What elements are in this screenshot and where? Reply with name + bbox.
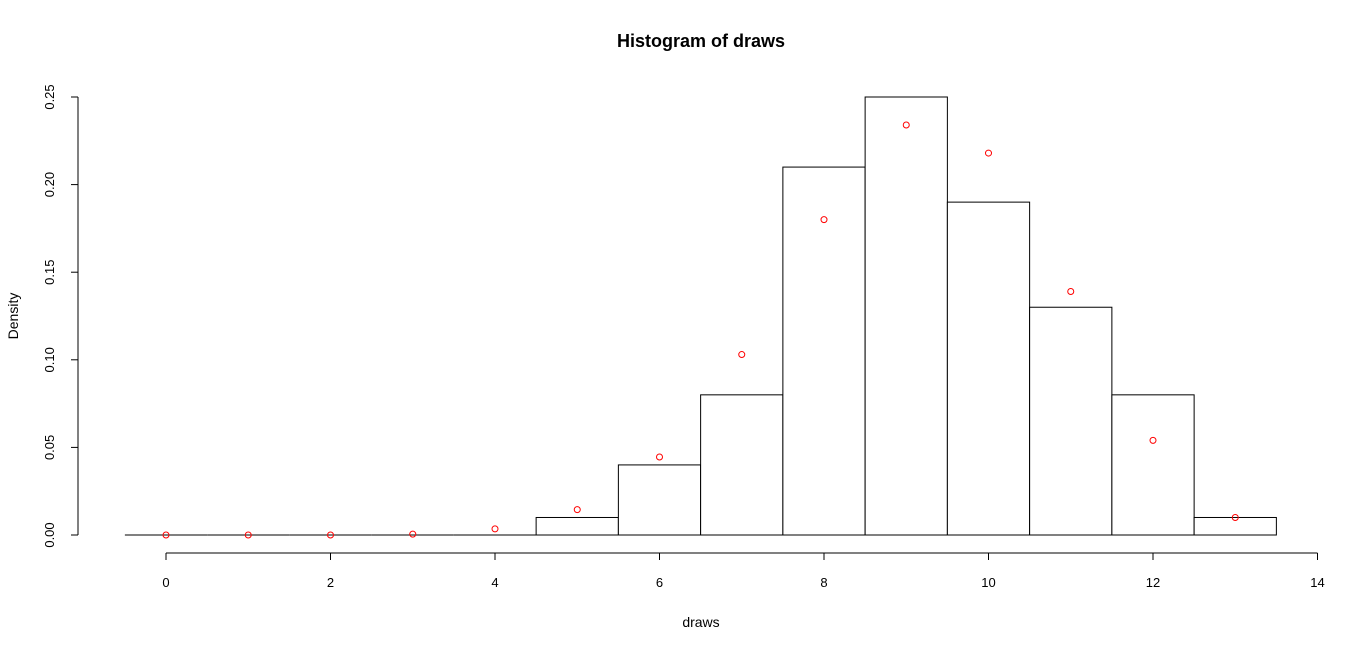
x-tick-label: 8 xyxy=(820,575,827,590)
density-point xyxy=(162,531,170,539)
density-point xyxy=(573,506,581,514)
x-tick-label: 14 xyxy=(1310,575,1324,590)
density-point xyxy=(1231,513,1239,521)
x-tick-label: 2 xyxy=(327,575,334,590)
density-point xyxy=(820,216,828,224)
histogram-bar xyxy=(864,96,948,536)
density-point xyxy=(244,531,252,539)
density-point xyxy=(409,530,417,538)
density-point xyxy=(1067,287,1075,295)
y-tick-label: 0.10 xyxy=(42,347,57,372)
density-point xyxy=(902,121,910,129)
y-tick-label: 0.15 xyxy=(42,260,57,285)
chart-title: Histogram of draws xyxy=(617,31,785,51)
x-tick-label: 10 xyxy=(981,575,995,590)
histogram-bar xyxy=(946,201,1031,536)
y-axis: 0.00 0.05 0.10 0.15 0.20 0.25 xyxy=(42,84,79,548)
histogram-bar xyxy=(1193,516,1277,536)
density-point xyxy=(327,531,334,539)
x-tick-label: 4 xyxy=(491,575,498,590)
y-tick-label: 0.05 xyxy=(42,435,57,460)
density-point xyxy=(656,453,663,461)
x-tick-label: 12 xyxy=(1146,575,1160,590)
histogram-bar xyxy=(535,516,619,536)
histogram-bars xyxy=(124,96,1277,536)
histogram-bar xyxy=(1111,394,1195,536)
histogram-bar xyxy=(700,394,784,536)
density-point xyxy=(1149,436,1157,444)
y-tick-label: 0.20 xyxy=(42,172,57,197)
density-point xyxy=(738,351,746,359)
x-tick-label: 0 xyxy=(162,575,169,590)
density-points xyxy=(162,121,1239,539)
y-axis-label: Density xyxy=(5,293,21,340)
x-axis: 0 2 4 6 8 10 12 14 xyxy=(162,552,1325,590)
x-axis-label: draws xyxy=(682,614,719,630)
y-tick-label: 0.00 xyxy=(42,522,57,547)
histogram-bar xyxy=(617,464,702,536)
histogram-bar xyxy=(1029,306,1113,536)
density-point xyxy=(491,525,499,533)
x-tick-label: 6 xyxy=(656,575,663,590)
histogram-bar xyxy=(782,166,866,536)
y-tick-label: 0.25 xyxy=(42,84,57,109)
density-point xyxy=(985,149,992,157)
